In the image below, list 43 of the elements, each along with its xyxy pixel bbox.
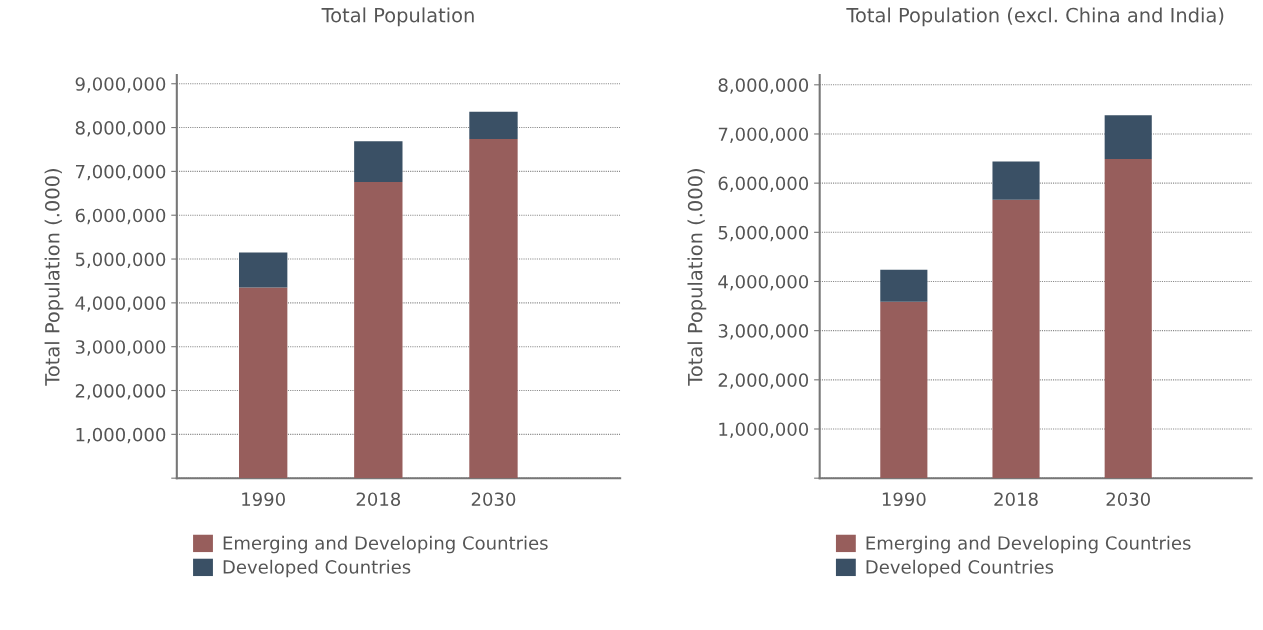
x-tick-label: 2030: [1106, 492, 1150, 507]
y-tick-label: 9,000,000: [75, 77, 166, 93]
y-axis-title: Total Population (.000): [687, 169, 707, 386]
y-tick-label: 7,000,000: [75, 164, 166, 181]
x-tick-label: 2018: [994, 492, 1038, 507]
y-tick-label: 1,000,000: [76, 427, 166, 444]
legend-label: Developed Countries: [223, 559, 411, 578]
y-tick-label: 3,000,000: [718, 324, 809, 340]
legend-label: Emerging and Developing Countries: [866, 535, 1191, 554]
y-tick-label: 5,000,000: [75, 252, 166, 268]
chart-title: Total Population: [321, 7, 474, 27]
y-tick-label: 3,000,000: [75, 340, 166, 356]
bar: [880, 269, 928, 302]
y-tick-label: 4,000,000: [718, 274, 809, 291]
bar: [992, 161, 1040, 200]
y-tick-label: 2,000,000: [75, 383, 166, 400]
bar: [469, 111, 518, 139]
y-tick-label: 8,000,000: [75, 121, 166, 137]
bar: [239, 287, 288, 479]
bar: [469, 138, 518, 479]
bar: [1104, 159, 1152, 479]
y-tick-label: 6,000,000: [75, 208, 166, 225]
bar: [354, 141, 403, 182]
y-tick-label: 4,000,000: [75, 296, 166, 312]
chart-title: Total Population (excl. China and India): [846, 7, 1224, 27]
legend-label: Developed Countries: [866, 559, 1054, 578]
x-tick-label: 1990: [242, 492, 285, 507]
y-tick-label: 1,000,000: [719, 422, 809, 438]
bar: [354, 181, 403, 479]
y-tick-label: 2,000,000: [718, 373, 809, 389]
y-tick-label: 6,000,000: [718, 176, 809, 193]
bar: [239, 252, 288, 288]
bar: [1104, 115, 1152, 160]
y-tick-label: 5,000,000: [718, 225, 809, 242]
x-tick-label: 2018: [356, 492, 401, 507]
y-tick-label: 7,000,000: [718, 127, 809, 143]
legend-label: Emerging and Developing Countries: [223, 535, 548, 554]
bar: [880, 301, 928, 479]
y-axis-title: Total Population (.000): [44, 169, 64, 386]
bar: [992, 199, 1040, 479]
x-tick-label: 1990: [882, 492, 926, 507]
x-tick-label: 2030: [471, 492, 516, 507]
y-tick-label: 8,000,000: [718, 78, 809, 94]
